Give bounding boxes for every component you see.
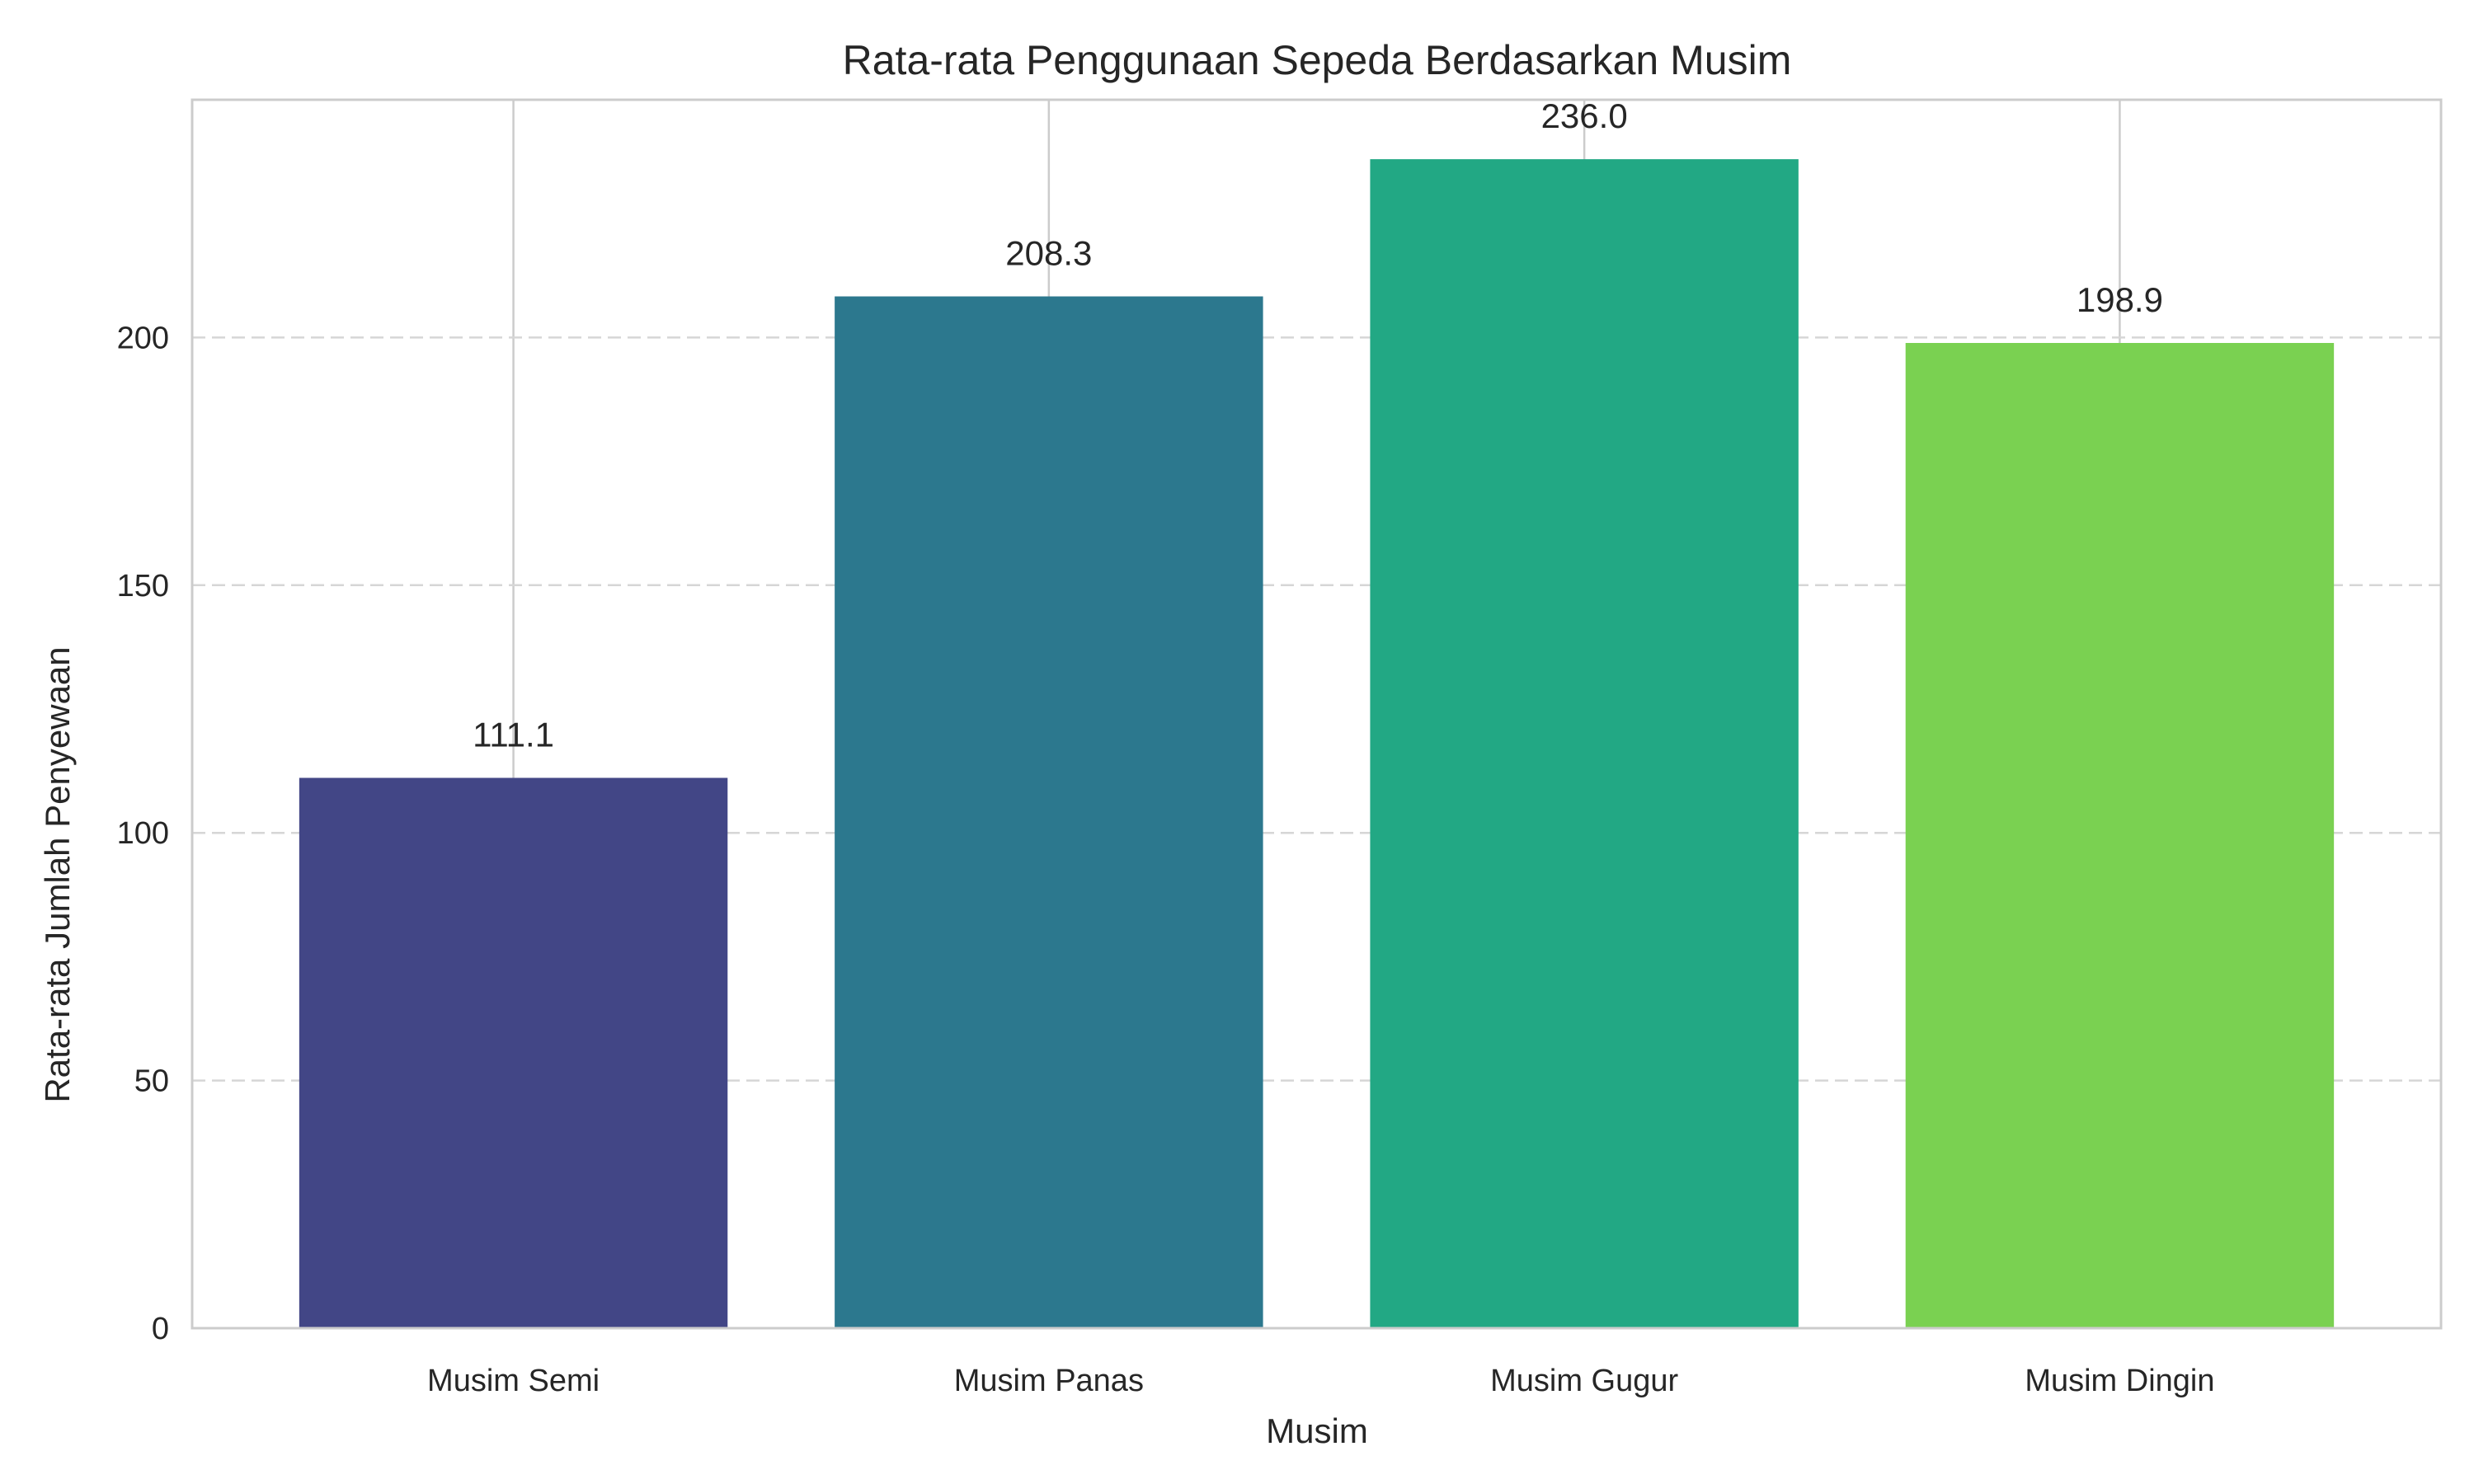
chart-title: Rata-rata Penggunaan Sepeda Berdasarkan …	[843, 37, 1792, 83]
data-label: 236.0	[1541, 96, 1628, 135]
data-label: 208.3	[1005, 234, 1092, 273]
data-label: 198.9	[2077, 280, 2163, 319]
y-tick-label: 200	[117, 321, 169, 355]
data-label: 111.1	[473, 716, 554, 754]
x-tick-label: Musim Gugur	[1490, 1364, 1678, 1398]
y-tick-label: 50	[134, 1064, 169, 1099]
y-axis-label: Rata-rata Jumlah Penyewaan	[38, 646, 77, 1102]
bar	[835, 296, 1263, 1329]
bar	[299, 777, 728, 1328]
plot-frame	[190, 98, 2443, 1330]
y-tick-label: 100	[117, 816, 169, 851]
y-tick-label: 150	[117, 569, 169, 603]
x-tick-label: Musim Panas	[954, 1364, 1144, 1398]
x-tick-label: Musim Dingin	[2025, 1364, 2214, 1398]
x-tick-label: Musim Semi	[427, 1364, 600, 1398]
bar	[1905, 342, 2335, 1328]
bar	[1370, 159, 1799, 1328]
x-axis-label: Musim	[1266, 1411, 1368, 1450]
y-tick-label: 0	[152, 1312, 169, 1346]
